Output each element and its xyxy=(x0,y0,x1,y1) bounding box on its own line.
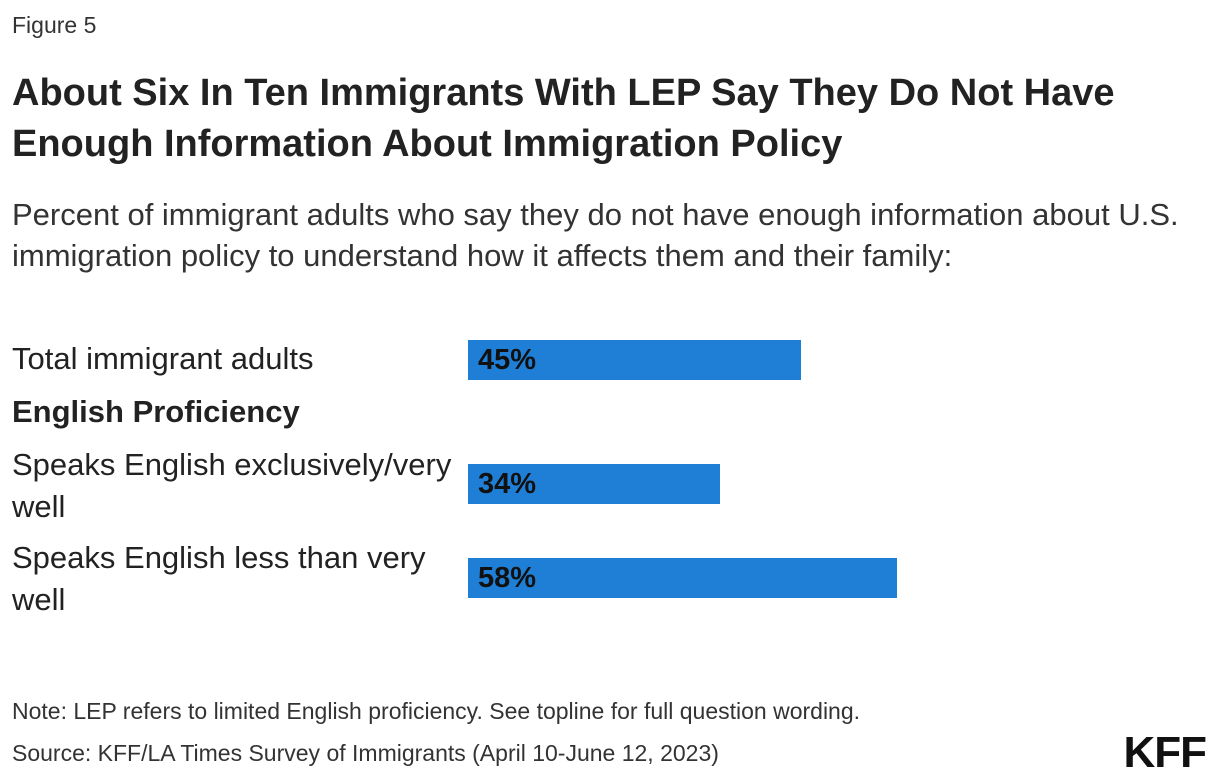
bar-speaks-very-well xyxy=(468,464,720,504)
chart-subtitle: Percent of immigrant adults who say they… xyxy=(12,197,1179,273)
category-label-total: Total immigrant adults xyxy=(12,341,314,376)
chart-note: Note: LEP refers to limited English prof… xyxy=(12,698,861,724)
figure-label: Figure 5 xyxy=(12,12,97,38)
category-label-speaks-very-well: Speaks English exclusively/very well xyxy=(12,447,452,524)
value-label-speaks-very-well: 34% xyxy=(478,468,537,500)
chart-title: About Six In Ten Immigrants With LEP Say… xyxy=(12,72,1115,165)
group-heading: English Proficiency xyxy=(12,394,300,429)
category-label-speaks-less-than-very-well: Speaks English less than very well xyxy=(12,540,426,617)
chart-source: Source: KFF/LA Times Survey of Immigrant… xyxy=(12,740,719,766)
bar-speaks-less-than-very-well xyxy=(468,558,898,598)
value-label-speaks-less-than-very-well: 58% xyxy=(478,562,537,594)
kff-logo: KFF xyxy=(1123,728,1207,777)
bar-total xyxy=(468,340,801,380)
value-label-total: 45% xyxy=(478,344,537,376)
